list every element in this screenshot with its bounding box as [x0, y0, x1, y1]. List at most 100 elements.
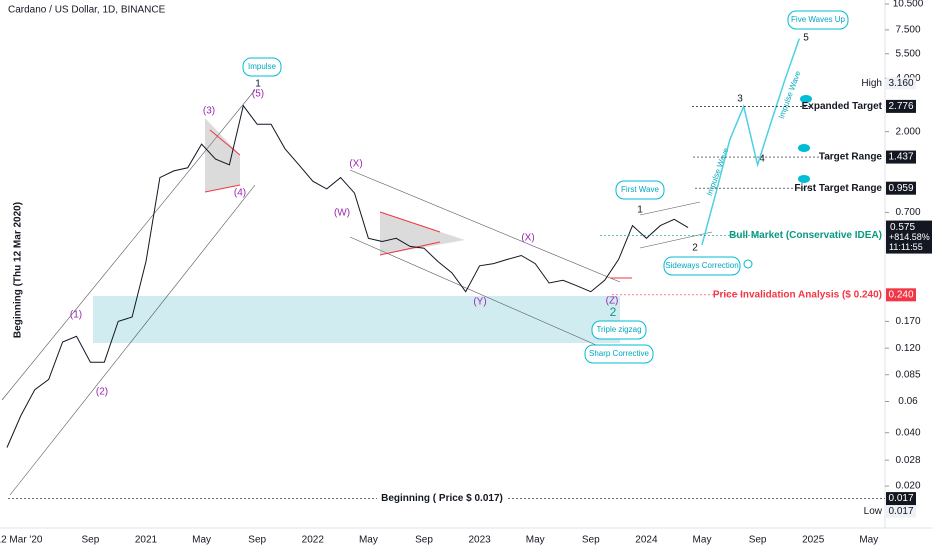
y-tick-label: 0.085	[895, 369, 920, 380]
price-box	[886, 150, 916, 164]
triangle-edge	[379, 211, 441, 233]
annotation: 5	[803, 33, 809, 44]
label-bg	[377, 493, 507, 505]
high-value: 3.160	[888, 78, 913, 89]
level-label: Target Range	[819, 152, 883, 163]
annotation: 3	[737, 94, 743, 105]
annotation: 2	[610, 305, 617, 319]
high-box	[886, 77, 916, 90]
y-tick-label: 0.040	[895, 427, 920, 438]
annotation: (Y)	[473, 297, 486, 308]
bubble	[591, 320, 647, 340]
x-tick-label: May	[526, 535, 545, 546]
price-box-label: 0.240	[888, 289, 913, 300]
x-tick-label: Sep	[582, 535, 600, 546]
annotation: (4)	[234, 188, 246, 199]
x-tick-label: 12 Mar '20	[0, 535, 43, 546]
countdown: 11:11:55	[889, 242, 923, 252]
annotation: Impulse	[248, 62, 277, 71]
annotation: (X)	[521, 233, 534, 244]
bubble	[242, 57, 282, 77]
price-line	[6, 104, 689, 448]
current-price-box	[886, 220, 932, 254]
x-tick-label: Sep	[415, 535, 433, 546]
price-line	[701, 38, 801, 245]
bubble	[615, 180, 665, 200]
triangle	[380, 212, 465, 255]
y-tick-label: 0.170	[895, 316, 920, 327]
x-tick-label: May	[693, 535, 712, 546]
annotation: (Z)	[606, 296, 619, 307]
low-label: Low	[864, 506, 883, 517]
x-tick-label: 2023	[468, 535, 491, 546]
x-tick-label: May	[859, 535, 878, 546]
annotation: Sideways Correction	[665, 261, 738, 270]
triangle-edge	[209, 129, 241, 156]
annotation: (1)	[70, 310, 82, 321]
annotation: 4	[759, 154, 765, 165]
annotation: (W)	[334, 208, 350, 219]
x-tick-label: 2021	[135, 535, 158, 546]
annotation: 1	[637, 205, 643, 216]
annotation: (5)	[252, 89, 264, 100]
y-tick-label: 2.000	[895, 126, 920, 137]
y-tick-label: 0.700	[895, 207, 920, 218]
x-tick-label: Sep	[749, 535, 767, 546]
bubble	[663, 256, 741, 276]
annotation: (X)	[349, 159, 362, 170]
x-tick-label: 2025	[802, 535, 825, 546]
x-tick-label: 2024	[635, 535, 658, 546]
annotation: (3)	[203, 106, 215, 117]
x-tick-label: May	[192, 535, 211, 546]
price-box-label: 0.959	[888, 183, 913, 194]
eye-icons	[798, 95, 812, 183]
chart-title: Cardano / US Dollar, 1D, BINANCE	[8, 5, 166, 16]
low-box	[886, 505, 916, 518]
price-box	[886, 288, 916, 302]
annotation: 1	[255, 79, 261, 90]
high-label: High	[861, 78, 882, 89]
price-box-label: 1.437	[888, 152, 913, 163]
price-box	[886, 99, 916, 113]
price-box-label: 2.776	[888, 101, 913, 112]
side-label: Beginning (Thu 12 Mar 2020)	[13, 202, 24, 338]
x-tick-label: May	[359, 535, 378, 546]
y-tick-label: 0.028	[895, 455, 920, 466]
triangle	[205, 118, 240, 192]
level-label: Price Invalidation Analysis ($ 0.240)	[713, 289, 882, 300]
annotation: Triple zigzag	[596, 325, 641, 334]
x-tick-label: Sep	[248, 535, 266, 546]
price-box	[886, 181, 916, 195]
low-value: 0.017	[888, 506, 913, 517]
bubble	[584, 344, 654, 364]
y-tick-label: 7.500	[895, 25, 920, 36]
annotation: First Wave	[621, 185, 659, 194]
level-label: Expanded Target	[802, 101, 883, 112]
bulb-icon	[743, 259, 753, 269]
y-tick-label: 10.500	[893, 0, 924, 10]
y-tick-label: 0.020	[895, 481, 920, 492]
price-box-label: 0.017	[888, 493, 913, 504]
triangle-edge	[379, 241, 441, 256]
price-box	[886, 492, 916, 506]
triangle-edge	[204, 184, 241, 193]
y-tick-label: 0.120	[895, 343, 920, 354]
current-price: 0.575	[890, 222, 915, 233]
x-tick-label: Sep	[82, 535, 100, 546]
annotation: (2)	[96, 387, 108, 398]
channels	[1, 89, 713, 496]
level-label: First Target Range	[794, 183, 882, 194]
demand-zone	[93, 296, 620, 343]
annotation: Five Waves Up	[791, 15, 845, 24]
annotation: 2	[692, 243, 698, 254]
current-change: +814.58%	[889, 232, 930, 242]
level-label: Bull Market (Conservative IDEA)	[729, 230, 882, 241]
y-tick-label: 5.500	[895, 48, 920, 59]
x-tick-label: 2022	[302, 535, 325, 546]
bubble	[787, 10, 849, 30]
annotation: Sharp Corrective	[589, 349, 650, 358]
y-tick-label: 0.06	[898, 396, 918, 407]
level-label: Beginning ( Price $ 0.017)	[381, 493, 503, 504]
